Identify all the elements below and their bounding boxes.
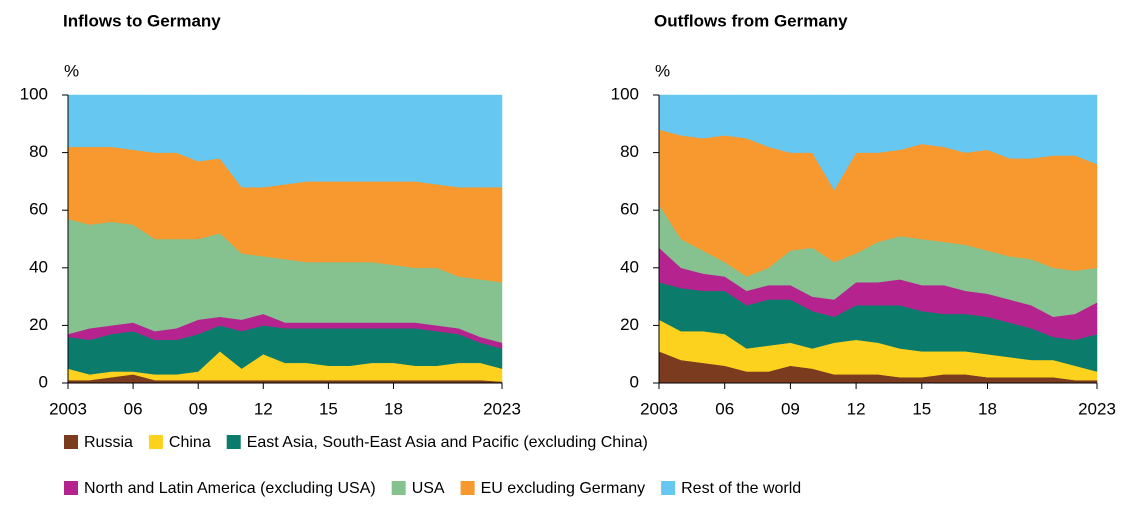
y-tick-label: 0 xyxy=(39,372,48,391)
legend-swatch xyxy=(64,481,78,495)
x-tick-label: 09 xyxy=(189,399,208,418)
x-tick-label: 06 xyxy=(124,399,143,418)
legend-swatch xyxy=(391,481,406,495)
legend-swatch xyxy=(661,481,676,495)
area xyxy=(658,94,1098,191)
chart-title: Outflows from Germany xyxy=(654,11,848,30)
legend-swatch xyxy=(64,435,78,449)
y-tick-label: 60 xyxy=(29,200,48,219)
chart-title: Inflows to Germany xyxy=(63,11,221,30)
y-tick-label: 20 xyxy=(620,315,639,334)
x-tick-label: 18 xyxy=(978,399,997,418)
legend-label: Rest of the world xyxy=(681,480,801,497)
y-tick-label: 40 xyxy=(29,257,48,276)
y-tick-label: 0 xyxy=(630,372,639,391)
x-tick-label: 06 xyxy=(715,399,734,418)
y-tick-label: 100 xyxy=(611,84,639,103)
legend-label: East Asia, South-East Asia and Pacific (… xyxy=(247,434,648,451)
y-axis-label: % xyxy=(64,61,79,80)
area xyxy=(67,94,503,188)
y-tick-label: 80 xyxy=(29,142,48,161)
x-tick-label: 12 xyxy=(847,399,866,418)
x-tick-label: 2003 xyxy=(640,399,678,418)
legend-label: USA xyxy=(412,480,445,497)
legend-label: China xyxy=(169,434,211,451)
x-tick-label: 09 xyxy=(781,399,800,418)
x-tick-label: 12 xyxy=(254,399,273,418)
y-tick-label: 60 xyxy=(620,200,639,219)
y-axis-label: % xyxy=(655,61,670,80)
x-tick-label: 2003 xyxy=(49,399,87,418)
legend-swatch xyxy=(226,435,241,449)
x-tick-label: 15 xyxy=(912,399,931,418)
legend-swatch xyxy=(460,481,475,495)
legend-label: North and Latin America (excluding USA) xyxy=(84,480,376,497)
y-tick-label: 80 xyxy=(620,142,639,161)
x-tick-label: 18 xyxy=(384,399,403,418)
x-tick-label: 15 xyxy=(319,399,338,418)
x-tick-label: 2023 xyxy=(483,399,521,418)
legend-swatch xyxy=(148,435,163,449)
legend-label: EU excluding Germany xyxy=(481,480,646,497)
y-tick-label: 40 xyxy=(620,257,639,276)
y-tick-label: 100 xyxy=(20,84,48,103)
y-tick-label: 20 xyxy=(29,315,48,334)
x-tick-label: 2023 xyxy=(1078,399,1116,418)
legend-label: Russia xyxy=(84,434,133,451)
